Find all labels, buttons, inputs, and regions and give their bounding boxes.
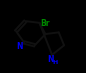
Text: N: N (47, 55, 54, 64)
Text: N: N (16, 42, 23, 51)
Text: H: H (52, 60, 57, 65)
Text: Br: Br (41, 19, 50, 28)
